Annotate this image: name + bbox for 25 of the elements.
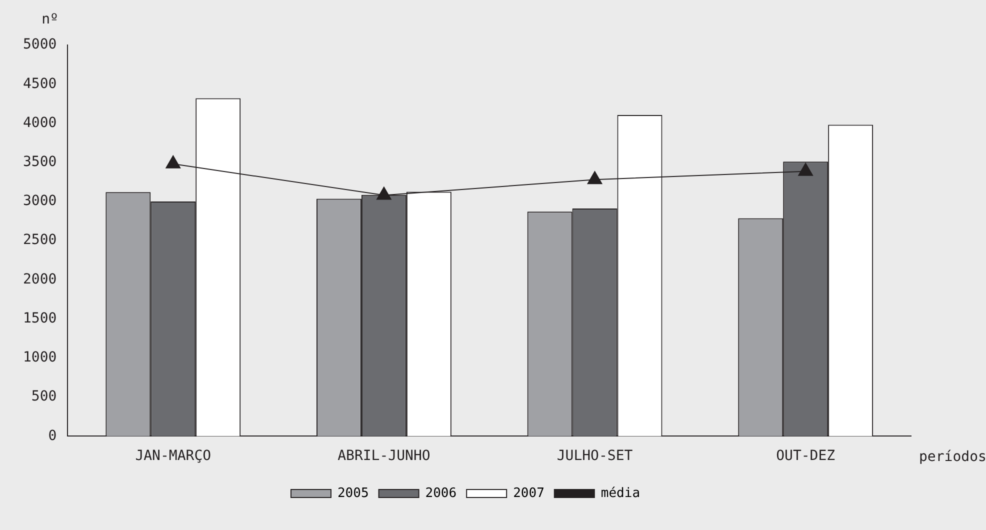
point bbox=[587, 171, 602, 184]
legend-label: 2006 bbox=[425, 486, 457, 501]
point bbox=[376, 186, 392, 200]
y-axis-title: nº bbox=[42, 12, 58, 28]
y-tick-label: 4000 bbox=[22, 114, 57, 131]
y-tick-label: 1000 bbox=[22, 350, 57, 366]
legend-label: 2007 bbox=[513, 486, 544, 501]
y-tick-label: 1500 bbox=[22, 310, 57, 326]
y-tick-label: 2500 bbox=[22, 232, 57, 248]
x-axis-title: períodos bbox=[919, 448, 986, 465]
y-tick-label: 5000 bbox=[22, 36, 57, 53]
y-tick-label: 0 bbox=[48, 428, 57, 444]
point bbox=[166, 155, 181, 168]
x-tick-label: OUT-DEZ bbox=[776, 448, 836, 464]
y-tick-label: 4500 bbox=[22, 76, 57, 92]
x-tick-label: ABRIL-JUNHO bbox=[338, 448, 430, 464]
point bbox=[798, 162, 814, 176]
y-tick-label: 3000 bbox=[22, 193, 57, 210]
legend-label: média bbox=[600, 486, 640, 501]
x-tick-label: JAN-MARÇO bbox=[135, 448, 212, 464]
y-tick-label: 3500 bbox=[22, 154, 57, 170]
x-tick-label: JULHO-SET bbox=[556, 448, 634, 464]
y-tick-label: 500 bbox=[31, 388, 57, 405]
y-tick-label: 2000 bbox=[22, 271, 57, 288]
legend-label: 2005 bbox=[337, 486, 369, 501]
